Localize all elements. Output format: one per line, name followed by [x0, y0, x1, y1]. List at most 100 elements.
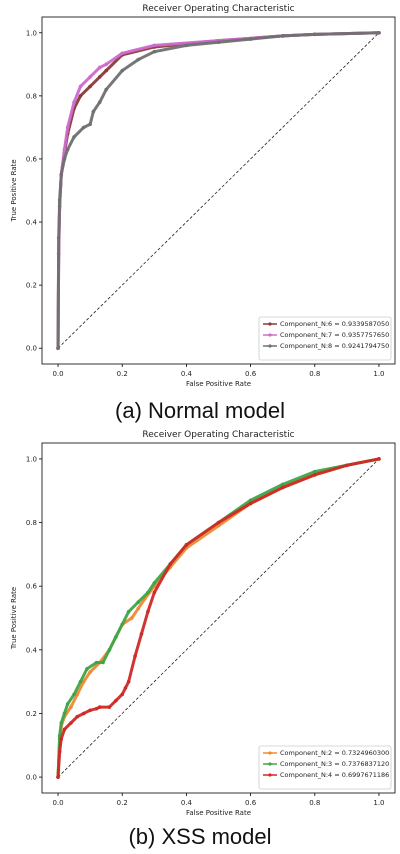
xss-series-3-point — [69, 721, 73, 725]
normal-legend-label-1: Component_N:6 = 0.9339587050 — [280, 320, 389, 328]
normal-x-tick-label: 0.8 — [309, 370, 320, 378]
normal-series-3-point — [91, 109, 96, 114]
xss-series-3-point — [345, 463, 349, 468]
normal-series-1-point — [88, 84, 92, 89]
roc-chart-xss: Receiver Operating Characteristic 0.0 0.2 0… — [10, 430, 396, 817]
normal-series-2-point — [152, 43, 157, 48]
roc-chart-normal: Receiver Operating Characteristic 0.0 0.2 0… — [10, 4, 396, 388]
xss-x-tick-label: 0.4 — [181, 799, 193, 807]
xss-y-axis-label: True Positive Rate — [10, 587, 18, 650]
xss-series-1-point — [75, 692, 80, 697]
normal-y-tick-label: 0.4 — [26, 219, 38, 227]
normal-series-3-point — [56, 236, 61, 240]
xss-series-2-point — [126, 609, 131, 614]
xss-series-2-point — [114, 635, 118, 639]
xss-series-3-point — [312, 473, 317, 477]
xss-series-1-point — [136, 606, 141, 611]
normal-legend-marker-2 — [268, 333, 272, 337]
normal-series-3-point — [120, 68, 125, 73]
normal-series-3-point — [57, 198, 62, 202]
xss-series-2-point — [152, 581, 157, 585]
xss-series-3-point — [81, 711, 86, 716]
caption-xss-model: (b) XSS model — [128, 824, 272, 849]
xss-series-1-point — [69, 705, 73, 709]
xss-series-3-point — [59, 737, 64, 741]
normal-series-1-point — [104, 68, 108, 73]
normal-x-tick-label: 0.4 — [181, 370, 193, 378]
normal-series-2-point — [62, 147, 67, 152]
normal-series-3-point — [97, 100, 102, 104]
xss-series-2-point — [78, 679, 83, 684]
xss-series-1-point — [81, 679, 86, 684]
xss-series-3-point — [133, 654, 137, 658]
normal-legend-label-2: Component_N:7 = 0.9357757650 — [280, 331, 389, 339]
normal-series-3-point — [312, 32, 317, 37]
xss-series-2-point — [72, 692, 76, 697]
xss-series-2-point — [280, 482, 285, 487]
normal-legend-marker-3 — [268, 344, 272, 348]
normal-series-2-point — [65, 125, 70, 130]
xss-series-2-point — [101, 660, 105, 665]
normal-legend-marker-1 — [268, 322, 272, 326]
normal-series-2-point — [78, 84, 83, 89]
normal-series-3-point — [104, 87, 108, 92]
xss-x-tick-label: 0.2 — [117, 799, 128, 807]
xss-legend-marker-2 — [268, 762, 272, 766]
normal-x-axis-label: False Positive Rate — [186, 380, 251, 388]
xss-series-1-point — [130, 616, 134, 620]
xss-series-3-point — [114, 698, 118, 703]
xss-series-3-point — [56, 775, 60, 779]
xss-series-3-point — [280, 485, 285, 490]
normal-series-3-point — [152, 49, 157, 54]
normal-series-3-point — [56, 346, 60, 351]
normal-series-3-point — [72, 135, 76, 139]
xss-series-3-point — [57, 749, 62, 754]
chart-panel-xss: Receiver Operating Characteristic 0.0 0.2 0… — [0, 430, 400, 854]
xss-series-2-point — [59, 721, 64, 725]
normal-series-3-point — [88, 122, 92, 127]
normal-diagonal-reference-line — [57, 32, 380, 349]
normal-series-3-point — [59, 172, 64, 177]
xss-series-2-point — [312, 469, 317, 474]
xss-legend-marker-3 — [268, 773, 272, 777]
xss-x-tick-label: 0.0 — [52, 799, 63, 807]
xss-y-tick-label: 0.2 — [26, 710, 37, 718]
xss-series-3-point — [94, 706, 99, 711]
xss-series-1-point — [88, 670, 92, 674]
xss-series-3-point — [377, 457, 381, 461]
normal-x-tick-label: 0.6 — [245, 370, 257, 378]
xss-x-tick-label: 0.6 — [245, 799, 257, 807]
normal-x-tick-label: 1.0 — [373, 370, 384, 378]
xss-series-3-point — [62, 727, 67, 732]
caption-normal-model: (a) Normal model — [115, 398, 285, 423]
xss-series-2-point — [62, 711, 67, 716]
normal-series-3-point — [184, 43, 189, 48]
xss-legend-label-1: Component_N:2 = 0.7324960300 — [280, 749, 389, 757]
normal-series-1-point — [97, 75, 102, 79]
xss-legend-label-3: Component_N:4 = 0.6997671186 — [280, 771, 389, 779]
normal-y-tick-label: 0.6 — [26, 155, 38, 163]
xss-x-tick-label: 1.0 — [373, 799, 384, 807]
xss-series-2-point — [85, 667, 89, 671]
xss-series-3-point — [146, 609, 150, 614]
normal-x-tick-label: 0.2 — [117, 370, 128, 378]
normal-series-2-point — [104, 62, 108, 67]
xss-y-tick-label: 1.0 — [26, 455, 37, 463]
xss-series-3-point — [97, 705, 102, 709]
normal-series-3-point — [81, 125, 86, 130]
xss-legend-marker-1 — [268, 751, 272, 755]
xss-series-3-point — [126, 679, 131, 684]
normal-series-3-point — [136, 57, 141, 62]
xss-series-3-point — [139, 632, 144, 636]
normal-series-2-point — [72, 100, 76, 104]
normal-series-1-point — [78, 94, 83, 98]
normal-series-3-point — [62, 157, 67, 161]
xss-series-2-point — [94, 660, 99, 665]
xss-series-2-point — [146, 590, 150, 595]
xss-series-2-point — [136, 600, 141, 604]
xss-legend-box — [258, 745, 392, 790]
xss-y-tick-label: 0.8 — [26, 519, 37, 527]
xss-series-3-point — [216, 520, 221, 525]
xss-x-axis-label: False Positive Rate — [186, 809, 251, 817]
xss-y-tick-label: 0.0 — [26, 774, 37, 782]
